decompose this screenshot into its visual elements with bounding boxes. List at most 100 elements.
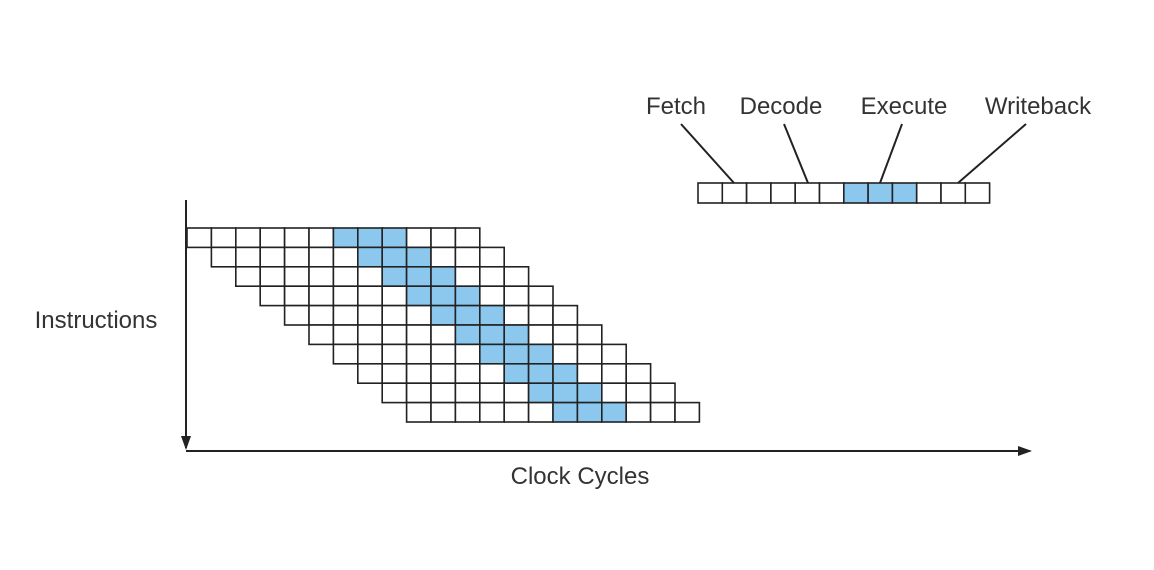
pipeline-cell [405,362,432,384]
pipeline-cell [356,285,383,307]
pipeline-cell [259,265,286,287]
pipeline-cell [454,265,481,287]
pipeline-cell [478,304,505,326]
legend-label-decode: Decode [740,93,823,120]
pipeline-cell [381,343,408,365]
pipeline-cell [503,362,530,384]
pipeline-cell [430,304,457,326]
pipeline-cell [210,246,237,268]
pipeline-cell [356,304,383,326]
pipeline-cell [430,401,457,423]
legend-cell [770,182,797,204]
pipeline-cell [186,227,213,249]
pipeline-cell [430,246,457,268]
pipeline-cell [405,285,432,307]
pipeline-cell [235,265,262,287]
pipeline-cell [332,324,359,346]
pipeline-cell [381,227,408,249]
pipeline-cell [381,382,408,404]
legend-cell [915,182,942,204]
pipeline-cell [454,362,481,384]
pipeline-cell [283,285,310,307]
pipeline-cell [405,401,432,423]
pipeline-grid [186,227,701,423]
pipeline-cell [405,382,432,404]
pipeline-cell [478,343,505,365]
legend-cell [891,182,918,204]
pipeline-cell [405,324,432,346]
pipeline-cell [552,304,579,326]
legend-cell [745,182,772,204]
pipeline-cell [235,246,262,268]
pipeline-cell [454,246,481,268]
pipeline-cell [625,362,652,384]
pipeline-cell [478,265,505,287]
pipeline-cell [259,227,286,249]
pipeline-cell [503,285,530,307]
pipeline-cell [356,343,383,365]
pipeline-cell [625,401,652,423]
pipeline-cell [332,265,359,287]
pipeline-cell [527,401,554,423]
pipeline-cell [235,227,262,249]
pipeline-cell [381,304,408,326]
legend-cell [697,182,724,204]
pipeline-cell [283,227,310,249]
pipeline-cell [454,343,481,365]
legend-cell [964,182,991,204]
legend-cell [842,182,869,204]
pipeline-cell [527,343,554,365]
pipeline-cell [527,324,554,346]
pipeline-cell [308,324,335,346]
pipeline-cell [576,324,603,346]
pipeline-cell [503,382,530,404]
pipeline-cell [283,304,310,326]
pipeline-cell [308,246,335,268]
legend-label-writeback: Writeback [985,93,1092,120]
pipeline-cell [478,382,505,404]
pipeline-cell [503,343,530,365]
pipeline-cell [552,382,579,404]
pipeline-cell [478,401,505,423]
pipeline-cell [600,401,627,423]
pipeline-cell [503,401,530,423]
pipeline-cell [308,304,335,326]
pipeline-cell [552,362,579,384]
fetch-leader-line [680,123,735,184]
pipeline-cell [478,324,505,346]
pipeline-cell [381,285,408,307]
pipeline-cell [576,343,603,365]
pipeline-cell [332,227,359,249]
legend-strip [697,182,991,204]
pipeline-cell [454,227,481,249]
pipeline-cell [600,343,627,365]
pipeline-cell [454,304,481,326]
pipeline-cell [625,382,652,404]
pipeline-cell [356,324,383,346]
pipeline-cell [210,227,237,249]
pipeline-cell [503,304,530,326]
pipeline-cell [600,382,627,404]
pipeline-cell [527,362,554,384]
pipeline-cell [478,285,505,307]
pipeline-cell [576,362,603,384]
pipeline-cell [430,227,457,249]
execute-leader-line [879,123,903,184]
pipeline-cell [259,246,286,268]
pipeline-cell [405,343,432,365]
pipeline-cell [283,265,310,287]
pipeline-cell [381,324,408,346]
pipeline-cell [527,304,554,326]
pipeline-cell [576,401,603,423]
pipeline-cell [503,324,530,346]
pipeline-cell [552,343,579,365]
pipeline-cell [356,265,383,287]
legend-label-execute: Execute [861,93,948,120]
pipeline-cell [552,324,579,346]
pipeline-cell [332,304,359,326]
legend-cell [818,182,845,204]
pipeline-cell [259,285,286,307]
pipeline-cell [454,285,481,307]
legend-cell [721,182,748,204]
